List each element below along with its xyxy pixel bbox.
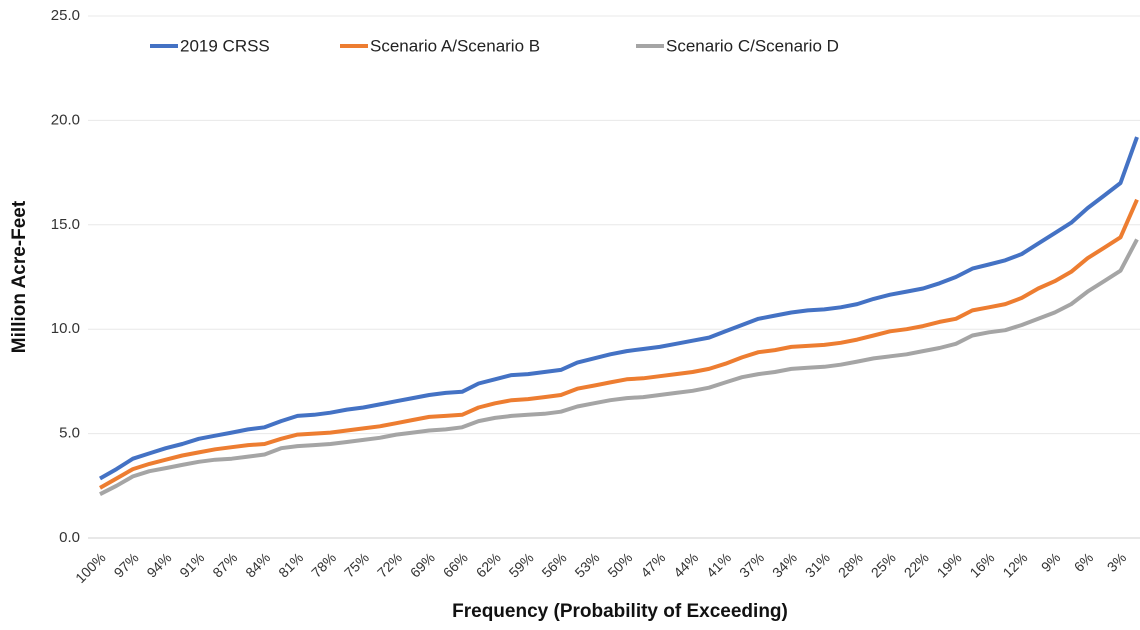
y-tick-label: 15.0 <box>51 216 80 233</box>
x-axis-title: Frequency (Probability of Exceeding) <box>452 601 788 622</box>
y-tick-label: 0.0 <box>59 529 80 546</box>
x-tick-label: 91% <box>176 549 207 580</box>
data-line <box>99 136 1139 481</box>
x-tick-label: 25% <box>868 549 899 580</box>
x-tick-label: 100% <box>72 549 109 586</box>
x-tick-label: 16% <box>966 549 997 580</box>
x-tick-label: 28% <box>835 549 866 580</box>
data-line <box>99 198 1139 490</box>
x-tick-label: 53% <box>571 549 602 580</box>
x-tick-label: 37% <box>736 549 767 580</box>
x-tick-label: 75% <box>341 549 372 580</box>
x-tick-label: 84% <box>242 549 273 580</box>
y-axis-title: Million Acre-Feet <box>9 200 30 353</box>
y-tick-label: 10.0 <box>51 320 80 337</box>
x-tick-label: 12% <box>999 549 1030 580</box>
x-tick-label: 72% <box>374 549 405 580</box>
x-tick-label: 41% <box>703 549 734 580</box>
x-tick-label: 34% <box>769 549 800 580</box>
x-tick-label: 97% <box>111 549 142 580</box>
x-tick-label: 78% <box>308 549 339 580</box>
x-tick-label: 87% <box>209 549 240 580</box>
x-tick-label: 19% <box>934 549 965 580</box>
y-tick-label: 5.0 <box>59 425 80 442</box>
x-tick-label: 56% <box>538 549 569 580</box>
data-line <box>99 238 1139 496</box>
x-tick-label: 6% <box>1071 549 1097 575</box>
x-tick-label: 31% <box>802 549 833 580</box>
x-tick-label: 22% <box>901 549 932 580</box>
x-tick-label: 62% <box>473 549 504 580</box>
x-tick-label: 69% <box>407 549 438 580</box>
y-tick-label: 20.0 <box>51 111 80 128</box>
x-tick-label: 50% <box>604 549 635 580</box>
legend-label: Scenario A/Scenario B <box>370 36 540 55</box>
x-tick-label: 3% <box>1104 549 1130 575</box>
x-tick-label: 94% <box>143 549 174 580</box>
x-tick-label: 66% <box>440 549 471 580</box>
legend-label: 2019 CRSS <box>180 36 270 55</box>
x-tick-label: 44% <box>670 549 701 580</box>
x-tick-label: 81% <box>275 549 306 580</box>
y-tick-label: 25.0 <box>51 7 80 24</box>
x-tick-label: 9% <box>1038 549 1064 575</box>
x-tick-label: 59% <box>506 549 537 580</box>
legend-label: Scenario C/Scenario D <box>666 36 839 55</box>
x-tick-label: 47% <box>637 549 668 580</box>
